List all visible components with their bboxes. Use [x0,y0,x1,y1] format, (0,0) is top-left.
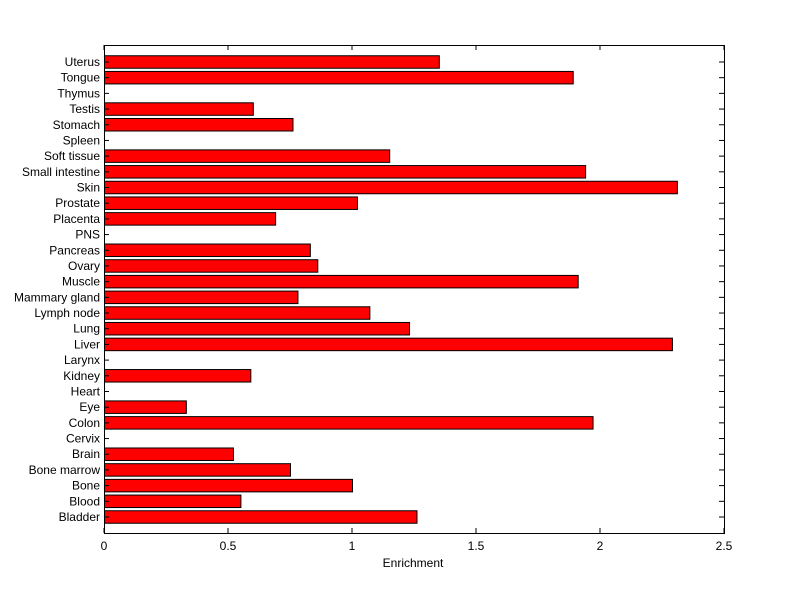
category-label: Bone [72,479,100,493]
bar-bone [104,478,353,493]
x-tick-label: 2.5 [716,539,733,553]
category-label: Liver [74,337,100,351]
bar-kidney [104,369,252,383]
bar-pancreas [104,243,311,258]
x-tick-label: 1 [349,539,356,553]
category-label: Tongue [61,71,101,85]
bar-blood [104,494,242,509]
category-label: Brain [72,447,100,461]
category-label: Skin [77,181,100,195]
x-tick-label: 1.5 [468,539,485,553]
plot-frame [104,45,725,534]
x-tick-label: 2 [597,539,604,553]
bar-prostate [104,196,358,210]
category-label: Mammary gland [14,290,100,304]
category-label: Blood [69,494,100,508]
bar-ovary [104,259,319,273]
category-label: PNS [75,228,100,242]
category-label: Pancreas [49,243,100,257]
bar-soft-tissue [104,149,391,163]
category-label: Kidney [63,369,100,383]
bar-testis [104,102,254,116]
bar-bone-marrow [104,463,291,477]
category-label: Prostate [55,196,100,210]
category-label: Heart [71,384,101,398]
bar-mammary-gland [104,290,299,305]
bar-lung [104,321,411,336]
bar-colon [104,416,594,430]
x-tick-labels-group: 0 0.5 1 1.5 2 2.5 [101,539,733,553]
bar-bladder [104,510,418,524]
category-label: Bone marrow [29,463,101,477]
bar-placenta [104,212,277,226]
bar-liver [104,337,673,352]
category-label: Soft tissue [44,149,100,163]
bar-muscle [104,274,579,289]
category-label: Colon [69,416,100,430]
category-label: Bladder [59,510,100,524]
x-axis-label: Enrichment [383,556,444,570]
category-label: Placenta [53,212,100,226]
bar-skin [104,180,678,195]
category-label: Testis [69,102,100,116]
x-tick-label: 0 [101,539,108,553]
category-label: Small intestine [22,165,100,179]
bar-lymph-node [104,306,371,320]
bar-brain [104,447,234,461]
bar-small-intestine [104,165,587,179]
category-label: Thymus [57,86,100,100]
category-label: Lymph node [34,306,100,320]
category-label: Ovary [68,259,100,273]
bar-uterus [104,55,440,69]
category-label: Larynx [64,353,100,367]
x-tick-label: 0.5 [220,539,237,553]
category-label: Cervix [66,432,100,446]
bar-stomach [104,118,294,132]
category-label: Eye [79,400,100,414]
category-label: Lung [73,322,100,336]
category-label: Spleen [63,133,100,147]
category-label: Uterus [65,55,100,69]
bar-tongue [104,70,574,85]
bar-eye [104,400,187,414]
category-label: Muscle [62,275,100,289]
category-label: Stomach [53,118,100,132]
